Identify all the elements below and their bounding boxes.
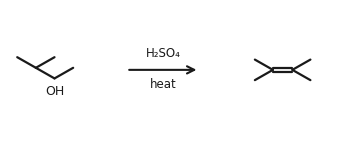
Text: OH: OH — [45, 85, 64, 98]
Text: heat: heat — [149, 78, 176, 91]
Text: H₂SO₄: H₂SO₄ — [145, 47, 180, 60]
